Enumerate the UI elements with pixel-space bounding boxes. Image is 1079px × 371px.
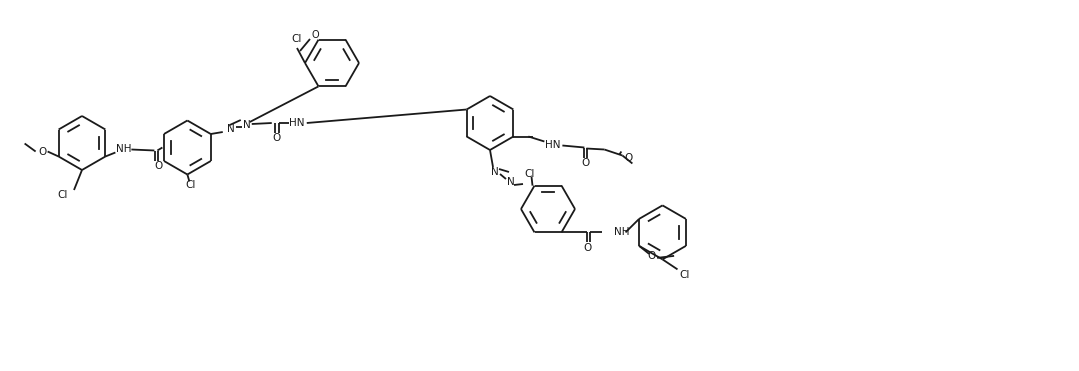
Text: Cl: Cl (186, 180, 195, 190)
Text: O: O (154, 161, 163, 171)
Text: O: O (647, 251, 655, 261)
Text: N: N (243, 120, 250, 130)
Text: O: O (625, 152, 632, 162)
Text: Cl: Cl (524, 168, 535, 178)
Text: Cl: Cl (291, 34, 302, 44)
Text: HN: HN (289, 118, 304, 128)
Text: NH: NH (115, 144, 132, 154)
Text: Cl: Cl (680, 270, 689, 280)
Text: Cl: Cl (58, 190, 68, 200)
Text: O: O (39, 147, 46, 157)
Text: O: O (582, 158, 589, 167)
Text: N: N (227, 124, 234, 134)
Text: N: N (491, 167, 498, 177)
Text: O: O (584, 243, 591, 253)
Text: O: O (273, 133, 281, 143)
Text: O: O (311, 30, 318, 40)
Text: NH: NH (614, 227, 629, 237)
Text: N: N (507, 177, 515, 187)
Text: HN: HN (545, 139, 560, 150)
